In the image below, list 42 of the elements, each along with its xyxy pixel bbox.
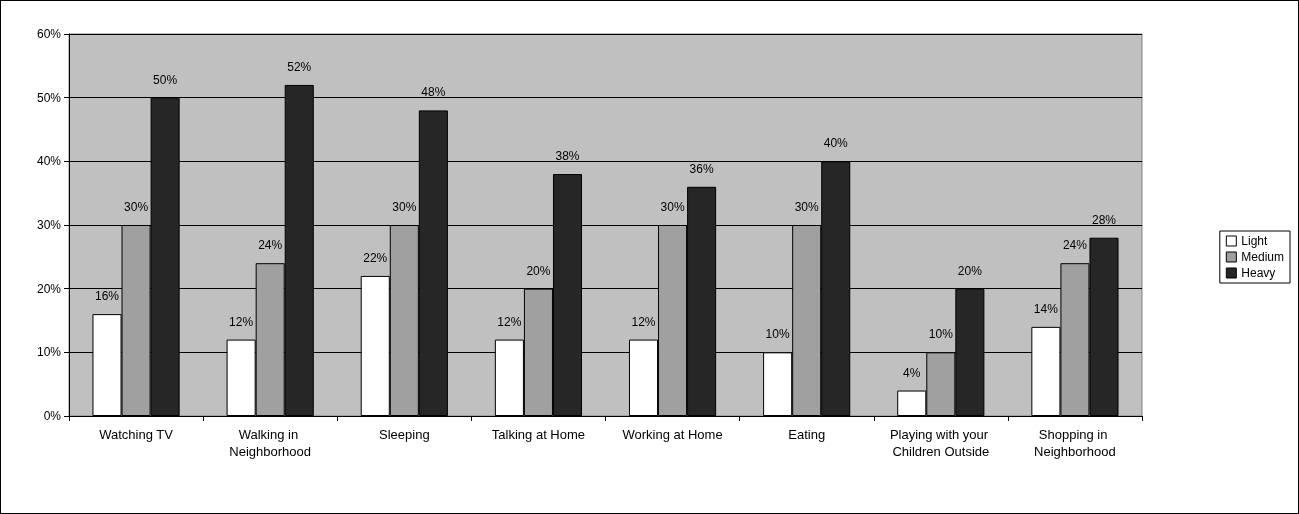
data-label: 14% <box>1033 301 1059 316</box>
y-tick-label: 0% <box>43 409 62 423</box>
data-label: 12% <box>497 314 522 329</box>
x-tick-label: Eating <box>788 427 826 442</box>
data-label: 50% <box>153 72 178 87</box>
y-tick-label: 10% <box>36 345 62 360</box>
data-label: 12% <box>631 314 656 329</box>
data-label: 12% <box>229 314 254 329</box>
y-tick-label: 60% <box>36 27 62 41</box>
data-label: 38% <box>555 149 580 164</box>
y-tick-label: 20% <box>36 281 62 296</box>
data-label: 24% <box>1062 238 1088 253</box>
legend-label: Medium <box>1241 250 1285 264</box>
x-tick-label: Walking in Neighborhood <box>229 427 312 459</box>
data-label: 4% <box>903 365 921 380</box>
data-label: 30% <box>794 200 820 214</box>
x-tick-label: Working at Home <box>622 427 723 442</box>
legend-label: Heavy <box>1241 266 1276 280</box>
data-label: 20% <box>957 263 983 278</box>
data-label: 28% <box>1091 212 1117 227</box>
data-label: 40% <box>823 136 849 151</box>
data-label: 10% <box>928 327 954 342</box>
x-tick-label: Sleeping <box>379 427 430 442</box>
data-label: 24% <box>258 238 283 253</box>
data-label: 10% <box>765 327 790 342</box>
x-tick-label: Playing with your Children Outside <box>889 427 992 459</box>
data-label: 22% <box>363 250 388 265</box>
y-tick-label: 30% <box>36 218 62 232</box>
x-tick-label: Watching TV <box>99 427 174 442</box>
y-tick-label: 40% <box>36 154 62 169</box>
legend-label: Light <box>1241 234 1269 248</box>
data-label: 16% <box>94 289 120 304</box>
data-label: 36% <box>689 161 714 176</box>
data-label: 30% <box>660 200 685 214</box>
data-label: 30% <box>124 200 149 214</box>
data-label: 30% <box>392 200 417 214</box>
y-tick-label: 50% <box>36 90 62 105</box>
x-tick-label: Talking at Home <box>491 427 586 442</box>
data-label: 20% <box>526 263 551 278</box>
data-label: 52% <box>287 59 312 74</box>
data-label: 48% <box>421 85 446 100</box>
x-tick-label: Shopping in Neighborhood <box>1034 427 1116 459</box>
